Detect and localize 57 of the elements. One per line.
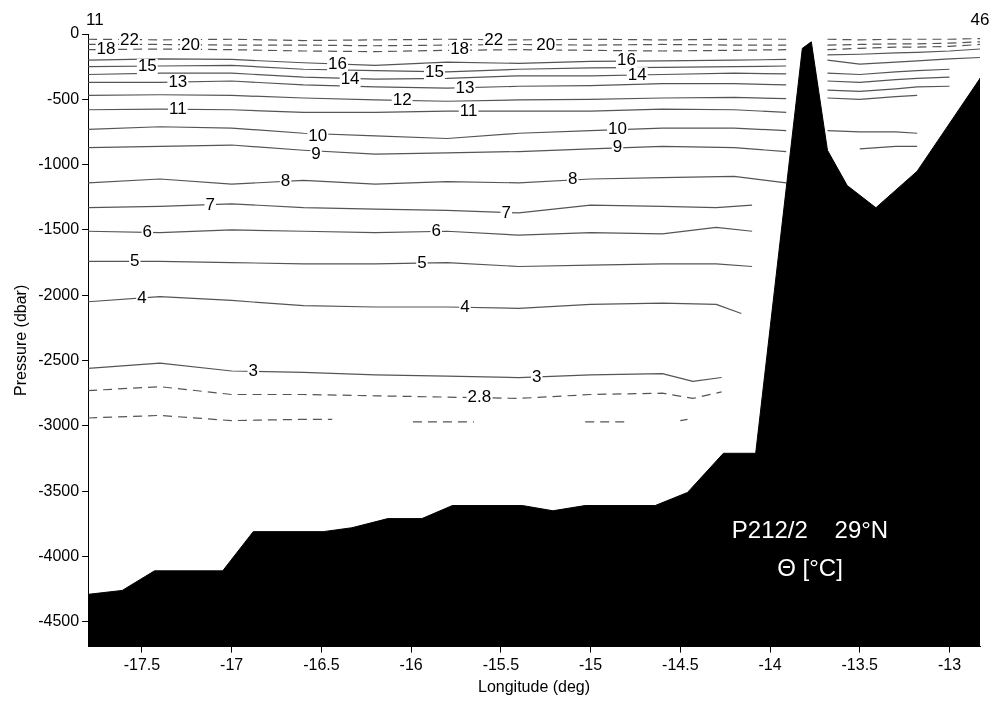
annotation: 18: [450, 38, 470, 58]
annotation: 13: [455, 77, 475, 97]
annotation: 9: [311, 143, 321, 163]
annotation: 15: [425, 61, 444, 81]
y-tick-label: -2500: [38, 350, 80, 368]
annotation: 22: [119, 29, 139, 49]
annotation: 3: [248, 360, 258, 380]
y-tick-label: -4500: [38, 612, 80, 630]
x-tick-label: -14.5: [662, 655, 699, 673]
annotation: 11: [459, 100, 478, 120]
text: 11: [86, 9, 104, 29]
x-tick-label: -15: [579, 655, 603, 673]
annotation: 5: [417, 252, 427, 272]
x-tick-label: -14: [758, 655, 782, 673]
y-tick-label: -1500: [38, 220, 80, 238]
annotation: 4: [137, 287, 147, 307]
y-tick-label: -3500: [38, 481, 80, 499]
x-axis-title: Longitude (deg): [478, 677, 591, 695]
annotation: 9: [612, 137, 623, 157]
annotation: 4: [460, 297, 470, 317]
annotation: P212/2 29°N: [731, 516, 889, 544]
y-tick-label: 0: [70, 24, 80, 42]
annotation: 22: [484, 29, 504, 49]
y-tick-label: -500: [47, 89, 80, 107]
annotation: 6: [142, 222, 153, 242]
annotation: 11: [169, 99, 187, 119]
annotation: 2.8: [467, 387, 492, 407]
annotation: 3: [532, 366, 542, 386]
annotation: 8: [280, 170, 291, 190]
x-tick-label: -16.5: [303, 655, 340, 673]
x-tick-label: -13.5: [841, 655, 879, 673]
annotation: 5: [130, 250, 140, 270]
x-tick-label: -15.5: [482, 655, 520, 673]
y-tick-label: -2000: [38, 285, 80, 303]
annotation: 20: [536, 34, 556, 54]
annotation: 14: [627, 64, 647, 84]
x-tick-label: -13: [937, 655, 962, 673]
text: 46: [970, 9, 990, 29]
x-tick-label: -16: [399, 655, 423, 673]
annotation: 6: [431, 220, 441, 240]
annotation: 7: [501, 202, 511, 222]
x-tick-label: -17.5: [123, 655, 161, 673]
annotation: 13: [168, 72, 188, 92]
annotation: 15: [137, 56, 157, 76]
annotation: 18: [96, 38, 116, 58]
annotation: 20: [180, 34, 200, 54]
annotation: 8: [567, 168, 578, 188]
y-tick-label: -4000: [38, 546, 80, 564]
y-tick-label: -1000: [38, 155, 80, 173]
annotation: 10: [608, 119, 627, 139]
annotation: 10: [308, 125, 328, 145]
annotation: 12: [392, 90, 412, 110]
annotation: Θ [°C]: [777, 554, 843, 582]
y-tick-label: -3000: [38, 416, 80, 434]
y-axis-title: Pressure (dbar): [12, 284, 30, 396]
annotation: 7: [205, 194, 215, 214]
x-tick-label: -17: [220, 655, 244, 673]
